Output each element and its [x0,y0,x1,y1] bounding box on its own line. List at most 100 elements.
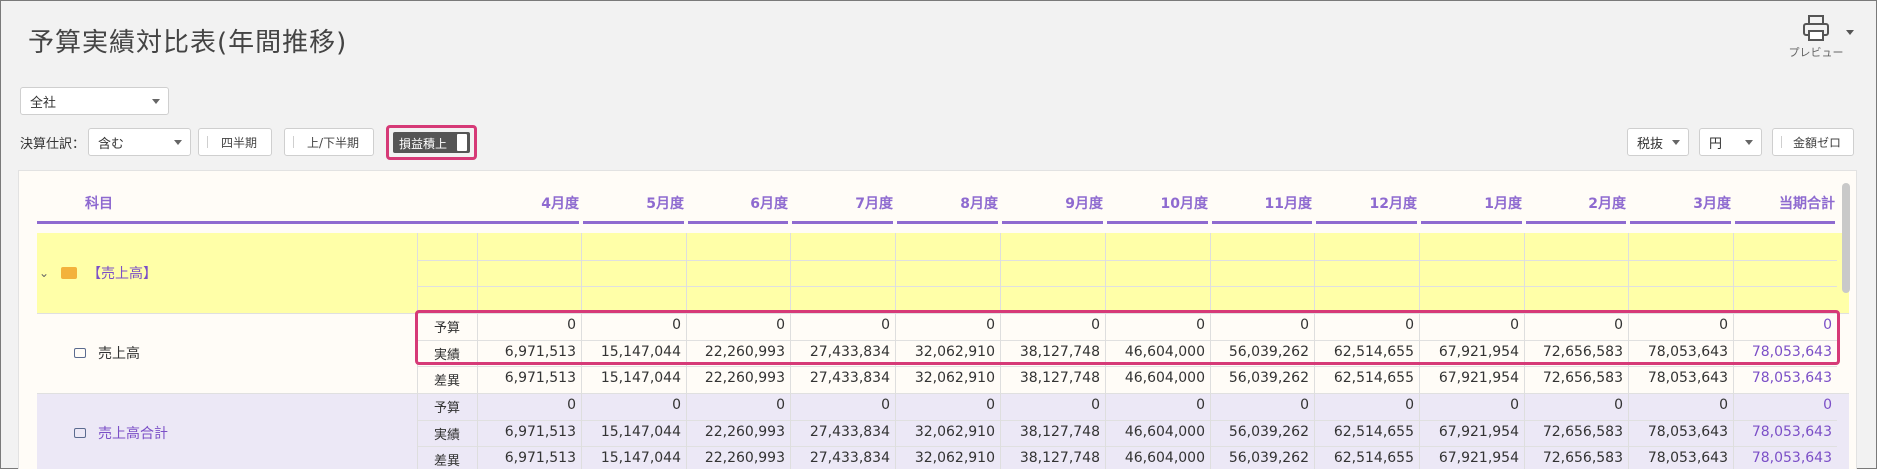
row-sales-total-label[interactable]: 売上高合計 [74,393,168,469]
header-underline [1316,221,1417,224]
quarter-button[interactable]: 四半期 [198,128,272,156]
line-type-0: 予算 [433,401,460,416]
column-divider [1628,393,1629,469]
row-divider [37,313,1849,314]
vertical-scrollbar[interactable] [1842,183,1850,293]
table-cell: 72,656,583 [1542,343,1623,360]
header-underline [1002,221,1103,224]
column-divider [1105,313,1106,393]
header-underline [1107,221,1208,224]
toggle-knob [457,134,467,151]
table-cell: 78,053,643 [1751,343,1832,360]
table-cell: 22,260,993 [704,423,785,440]
table-cell: 0 [1719,397,1728,413]
line-divider [417,339,1837,341]
group-divider [417,260,1837,261]
column-divider [417,233,418,313]
table-cell: 6,971,513 [504,370,576,386]
half-year-button-label: 上/下半期 [306,135,360,150]
column-divider [1105,233,1106,313]
column-divider [1419,313,1420,393]
table-cell: 56,039,262 [1228,423,1309,440]
pl-accumulate-label: 損益積上 [399,137,448,151]
row-sales-total-band [37,393,1849,469]
column-divider [581,393,582,469]
table-cell: 0 [567,397,576,413]
group-divider [417,286,1837,287]
header-underline [1421,221,1522,224]
table-cell: 78,053,643 [1751,423,1832,440]
table-cell: 72,656,583 [1542,370,1623,386]
table-cell: 27,433,834 [809,343,890,360]
table-cell: 62,514,655 [1333,370,1414,386]
header-underline [37,221,493,224]
column-divider [1000,393,1001,469]
header-underline [688,221,788,224]
table-cell: 72,656,583 [1542,450,1623,466]
table-cell: 67,921,954 [1438,450,1519,466]
account-name: 売上高合計 [98,425,168,442]
table-cell: 0 [776,317,785,333]
table-cell: 78,053,643 [1647,450,1728,466]
table-cell: 78,053,643 [1647,370,1728,386]
column-divider [1419,393,1420,469]
half-year-button[interactable]: 上/下半期 [284,128,374,156]
column-divider [1105,393,1106,469]
button-divider [293,136,294,148]
line-type-2: 差異 [433,374,460,389]
column-divider [1733,393,1734,469]
table-cell: 0 [1405,317,1414,333]
table-cell: 62,514,655 [1333,450,1414,466]
column-divider [686,233,687,313]
table-cell: 78,053,643 [1647,343,1728,360]
line-type-1: 実績 [433,347,460,363]
table-cell: 46,604,000 [1124,450,1205,466]
column-header-5: 8月度 [960,196,998,212]
company-select[interactable]: 全社 [20,87,169,115]
zero-amount-button[interactable]: 金額ゼロ [1772,128,1854,156]
column-header-4: 7月度 [855,196,893,212]
column-header-9: 12月度 [1369,196,1417,212]
button-divider [207,136,208,148]
table-cell: 32,062,910 [914,450,995,466]
chevron-down-icon[interactable]: ⌄ [39,266,50,280]
table-cell: 0 [1823,397,1832,413]
unit-select[interactable]: 円 [1699,128,1762,156]
column-divider [895,233,896,313]
preview-button[interactable]: プレビュー [1780,14,1852,70]
header-underline [1735,221,1835,224]
group-row-sales[interactable]: ⌄ 【売上高】 [37,233,157,313]
column-header-10: 1月度 [1484,196,1522,212]
column-divider [1524,313,1525,393]
header-underline [897,221,998,224]
header-underline [479,221,579,224]
table-cell: 0 [1405,397,1414,413]
column-divider [790,393,791,469]
table-cell: 38,127,748 [1019,423,1100,440]
table-cell: 22,260,993 [704,450,785,466]
quarter-button-label: 四半期 [220,135,257,150]
column-header-8: 11月度 [1264,196,1312,212]
printer-icon [1803,15,1829,41]
table-cell: 27,433,834 [809,370,890,386]
line-type-0: 予算 [433,321,460,336]
line-divider [417,419,1837,421]
column-divider [790,313,791,393]
button-divider [1781,136,1782,148]
column-header-account: 科目 [85,196,113,212]
row-sales-label[interactable]: 売上高 [74,313,140,393]
column-divider [1000,233,1001,313]
settlement-select[interactable]: 含む [88,128,191,156]
unit-select-value: 円 [1709,136,1723,152]
table-cell: 67,921,954 [1438,423,1519,440]
row-sales-band [37,313,1849,393]
column-divider [1733,313,1734,393]
line-divider [417,366,1837,367]
pl-accumulate-toggle[interactable]: 損益積上 [393,132,470,153]
budget-table: 科目 4月度 5月度 6月度 7月度 8月度 9月度 10月度 11月度 12月度 1月度 2月度 3月… [18,170,1857,469]
preview-dropdown-caret[interactable] [1846,30,1854,35]
account-name: 売上高 [98,345,140,362]
table-cell: 15,147,044 [600,423,681,440]
table-cell: 0 [672,317,681,333]
tax-select[interactable]: 税抜 [1627,128,1689,156]
